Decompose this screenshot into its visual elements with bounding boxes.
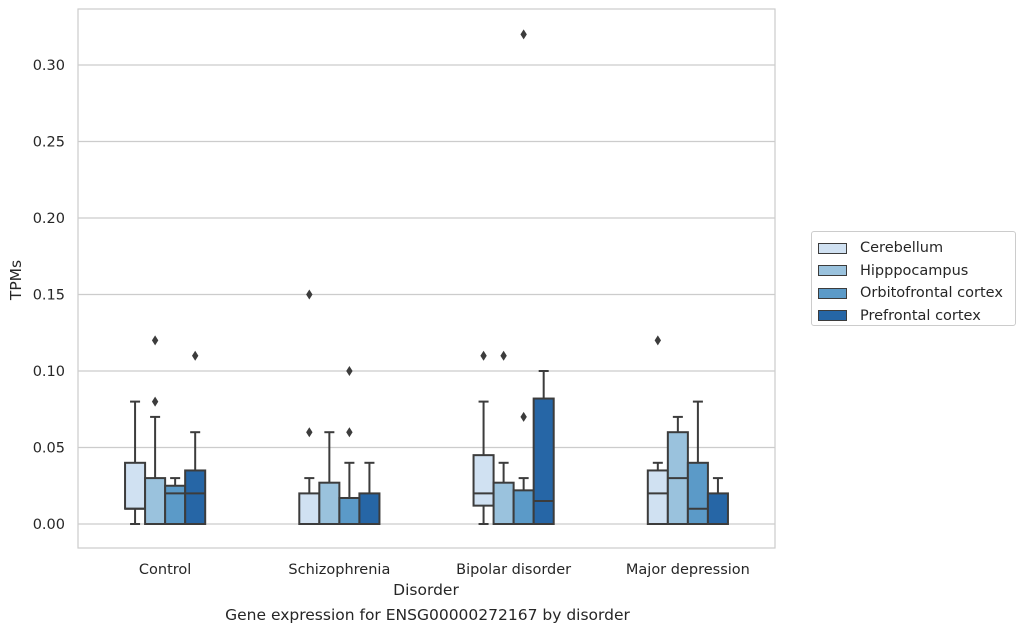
- box-rect: [472, 454, 495, 507]
- x-tick-label: Schizophrenia: [288, 562, 390, 578]
- legend-swatch: [818, 287, 847, 299]
- outlier-point: [151, 335, 159, 346]
- plot-area-frame: [77, 8, 776, 549]
- y-axis-tick-labels: 0.00 0.05 0.10 0.15 0.20 0.25 0.30: [33, 58, 65, 533]
- box-rect: [318, 481, 341, 526]
- box-hipppocampus: [666, 415, 689, 526]
- box-rect: [358, 492, 381, 525]
- box-prefrontal-cortex: [358, 461, 381, 525]
- chart-caption: Gene expression for ENSG00000272167 by d…: [225, 606, 630, 624]
- x-axis-tick-labels: Control Schizophrenia Bipolar disorder Majo…: [139, 562, 750, 578]
- legend-item: Orbitofrontal cortex: [818, 282, 1015, 305]
- outlier-point: [346, 366, 353, 376]
- legend-item: Hipppocampus: [818, 260, 1015, 283]
- box-orbitofrontal-cortex: [512, 29, 535, 525]
- box-prefrontal-cortex: [184, 350, 207, 526]
- y-tick-label: 0.20: [33, 211, 65, 227]
- legend-swatch: [818, 242, 847, 254]
- outlier-point: [306, 427, 313, 438]
- box-cerebellum: [472, 350, 495, 525]
- legend-label: Prefrontal cortex: [860, 307, 981, 324]
- box-orbitofrontal-cortex: [338, 366, 361, 525]
- x-tick-label: Bipolar disorder: [456, 562, 571, 578]
- box-cerebellum: [298, 289, 321, 525]
- outlier-point: [191, 350, 199, 361]
- x-axis-label: Disorder: [393, 581, 459, 599]
- box-rect: [124, 461, 147, 510]
- outlier-point: [520, 411, 527, 422]
- box-prefrontal-cortex: [706, 477, 729, 525]
- outlier-point: [500, 350, 507, 361]
- outlier-point: [151, 396, 159, 407]
- outlier-point: [480, 350, 487, 361]
- box-cerebellum: [124, 400, 147, 525]
- box-series: [124, 29, 729, 526]
- box-rect: [298, 492, 321, 525]
- legend-item: Cerebellum: [818, 237, 1015, 260]
- legend-swatch: [818, 310, 847, 322]
- box-rect: [338, 496, 361, 525]
- box-rect: [686, 461, 709, 525]
- box-rect: [492, 481, 515, 526]
- box-rect: [532, 397, 555, 526]
- box-rect: [512, 489, 535, 525]
- y-axis-label: TPMs: [7, 260, 25, 301]
- legend: Cerebellum Hipppocampus Orbitofrontal cort…: [811, 231, 1016, 326]
- box-orbitofrontal-cortex: [686, 400, 709, 525]
- box-rect: [646, 469, 669, 526]
- y-tick-label: 0.05: [33, 441, 65, 457]
- outlier-point: [520, 29, 527, 40]
- box-rect: [144, 477, 167, 526]
- outlier-point: [654, 335, 662, 346]
- box-orbitofrontal-cortex: [164, 477, 187, 525]
- y-tick-label: 0.25: [33, 135, 65, 151]
- y-tick-label: 0.00: [33, 517, 65, 533]
- box-hipppocampus: [492, 350, 515, 526]
- y-tick-label: 0.10: [33, 364, 65, 380]
- legend-swatch: [818, 265, 847, 277]
- box-hipppocampus: [318, 431, 341, 526]
- legend-label: Hipppocampus: [860, 262, 969, 279]
- legend-item: Prefrontal cortex: [818, 305, 1015, 328]
- outlier-point: [346, 427, 353, 438]
- box-rect: [164, 484, 187, 525]
- box-rect: [706, 492, 729, 525]
- box-prefrontal-cortex: [532, 370, 555, 526]
- legend-label: Orbitofrontal cortex: [860, 285, 1003, 302]
- x-tick-label: Major depression: [626, 562, 750, 578]
- box-hipppocampus: [144, 335, 167, 526]
- gridlines: [78, 64, 775, 525]
- y-tick-label: 0.15: [33, 288, 65, 304]
- legend-label: Cerebellum: [860, 240, 944, 257]
- box-rect: [184, 469, 207, 526]
- box-cerebellum: [646, 335, 669, 526]
- y-tick-label: 0.30: [33, 58, 65, 74]
- x-tick-label: Control: [139, 562, 191, 578]
- outlier-point: [306, 289, 313, 300]
